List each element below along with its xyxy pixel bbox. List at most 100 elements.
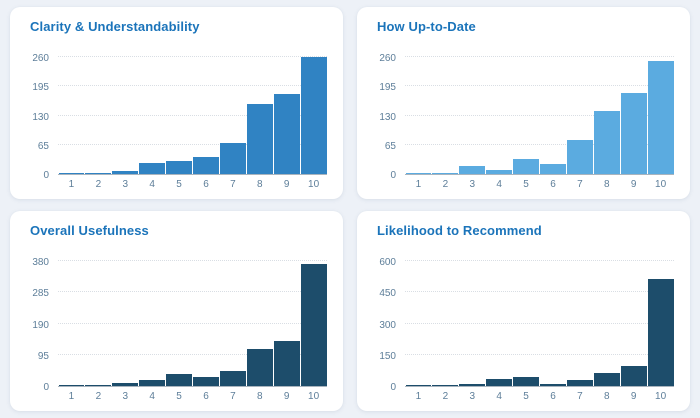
bar-slot <box>593 57 620 174</box>
x-tick-label: 4 <box>496 179 502 190</box>
y-tick-label: 285 <box>32 288 49 300</box>
gridline <box>58 56 327 57</box>
y-axis: 0 95 190 285 380 <box>22 244 58 393</box>
bar-slot <box>246 261 273 386</box>
x-tick-label: 10 <box>308 391 320 402</box>
bar-7 <box>219 370 246 386</box>
y-axis: 0 150 300 450 600 <box>369 244 405 393</box>
chart-plot-area: 0 65 130 195 260 <box>369 40 676 181</box>
y-tick-label: 190 <box>32 319 49 331</box>
chart-card-clarity: Clarity & Understandability 0 65 130 195 260… <box>10 7 343 199</box>
bar-9 <box>620 93 647 174</box>
bar-4 <box>139 379 166 386</box>
bar-slot <box>459 57 486 174</box>
bar-7 <box>566 139 593 174</box>
chart-title: Clarity & Understandability <box>30 19 200 34</box>
bar-slot <box>85 57 112 174</box>
y-tick-label: 130 <box>379 111 396 123</box>
bar-2 <box>432 385 459 386</box>
y-tick-label: 600 <box>379 257 396 268</box>
y-axis: 0 65 130 195 260 <box>369 40 405 181</box>
y-tick-label: 65 <box>384 140 396 152</box>
bar-10 <box>300 263 327 386</box>
gridline <box>405 114 674 116</box>
chart-plot-area: 0 150 300 450 600 <box>369 244 676 393</box>
bar-2 <box>85 172 112 174</box>
x-tick-label: 8 <box>257 179 263 190</box>
x-tick-label: 6 <box>550 391 556 402</box>
bars <box>58 57 327 174</box>
x-tick-label: 1 <box>415 179 422 190</box>
x-tick-label: 1 <box>415 391 422 402</box>
plot-scale <box>58 260 327 387</box>
bar-7 <box>566 379 593 386</box>
plot-scale <box>58 56 327 175</box>
gridline <box>405 260 674 261</box>
bar-slot <box>300 57 327 174</box>
bar-8 <box>593 372 620 386</box>
chart-body: 0 95 190 285 380 1 2 3 4 5 6 7 8 9 10 <box>22 244 329 404</box>
bar-9 <box>273 341 300 386</box>
x-tick-label: 5 <box>176 179 182 190</box>
x-tick-label: 3 <box>469 179 476 190</box>
x-tick-label: 2 <box>442 391 449 402</box>
bars <box>405 57 674 174</box>
bar-slot <box>273 57 300 174</box>
bar-slot <box>246 57 273 174</box>
bar-3 <box>459 383 486 386</box>
bar-slot <box>432 261 459 386</box>
bar-slot <box>486 57 513 174</box>
bar-10 <box>647 61 674 174</box>
bar-4 <box>486 378 513 386</box>
chart-title: Likelihood to Recommend <box>377 223 542 238</box>
bar-1 <box>58 173 85 174</box>
bar-slot <box>166 57 193 174</box>
gridline <box>405 56 674 57</box>
x-axis: 1 2 3 4 5 6 7 8 9 10 <box>22 391 329 404</box>
x-axis: 1 2 3 4 5 6 7 8 9 10 <box>369 391 676 404</box>
x-tick-label: 4 <box>496 391 502 402</box>
x-tick-label: 1 <box>68 391 75 402</box>
bar-3 <box>112 383 139 386</box>
bar-slot <box>647 261 674 386</box>
gridline <box>58 260 327 261</box>
x-tick-label: 9 <box>283 179 290 190</box>
bar-slot <box>405 57 432 174</box>
plot <box>405 40 676 175</box>
x-tick-label: 9 <box>283 391 290 402</box>
gridline <box>405 322 674 324</box>
y-tick-label: 195 <box>379 82 396 94</box>
chart-title: Overall Usefulness <box>30 223 149 238</box>
bar-8 <box>246 104 273 174</box>
bar-8 <box>593 111 620 174</box>
bar-10 <box>300 57 327 174</box>
x-tick-label: 7 <box>230 391 236 402</box>
gridline <box>58 143 327 145</box>
bar-slot <box>566 57 593 174</box>
bar-4 <box>139 162 166 174</box>
bars <box>58 261 327 386</box>
x-axis: 1 2 3 4 5 6 7 8 9 10 <box>369 179 676 192</box>
bar-slot <box>219 261 246 386</box>
bar-5 <box>513 159 540 174</box>
bar-slot <box>593 261 620 386</box>
chart-plot-area: 0 65 130 195 260 <box>22 40 329 181</box>
bar-slot <box>647 57 674 174</box>
chart-card-usefulness: Overall Usefulness 0 95 190 285 380 1 2 3 4 5 6 7 8… <box>10 211 343 411</box>
chart-card-up-to-date: How Up-to-Date 0 65 130 195 260 1 2 3 4 5 6 7 8 9 10 <box>357 7 690 199</box>
bar-1 <box>58 385 85 386</box>
bar-slot <box>300 261 327 386</box>
y-tick-label: 150 <box>379 350 396 362</box>
chart-card-recommend: Likelihood to Recommend 0 150 300 450 600 1 2… <box>357 211 690 411</box>
x-tick-label: 2 <box>95 179 102 190</box>
bar-slot <box>273 261 300 386</box>
x-tick-label: 7 <box>230 179 236 190</box>
gridline <box>405 143 674 145</box>
x-tick-label: 6 <box>550 179 556 190</box>
chart-body: 0 150 300 450 600 1 2 3 4 5 6 7 8 9 10 <box>369 244 676 404</box>
x-tick-label: 7 <box>577 391 583 402</box>
plot-scale <box>405 260 674 387</box>
bar-7 <box>219 142 246 174</box>
x-tick-label: 8 <box>604 391 610 402</box>
